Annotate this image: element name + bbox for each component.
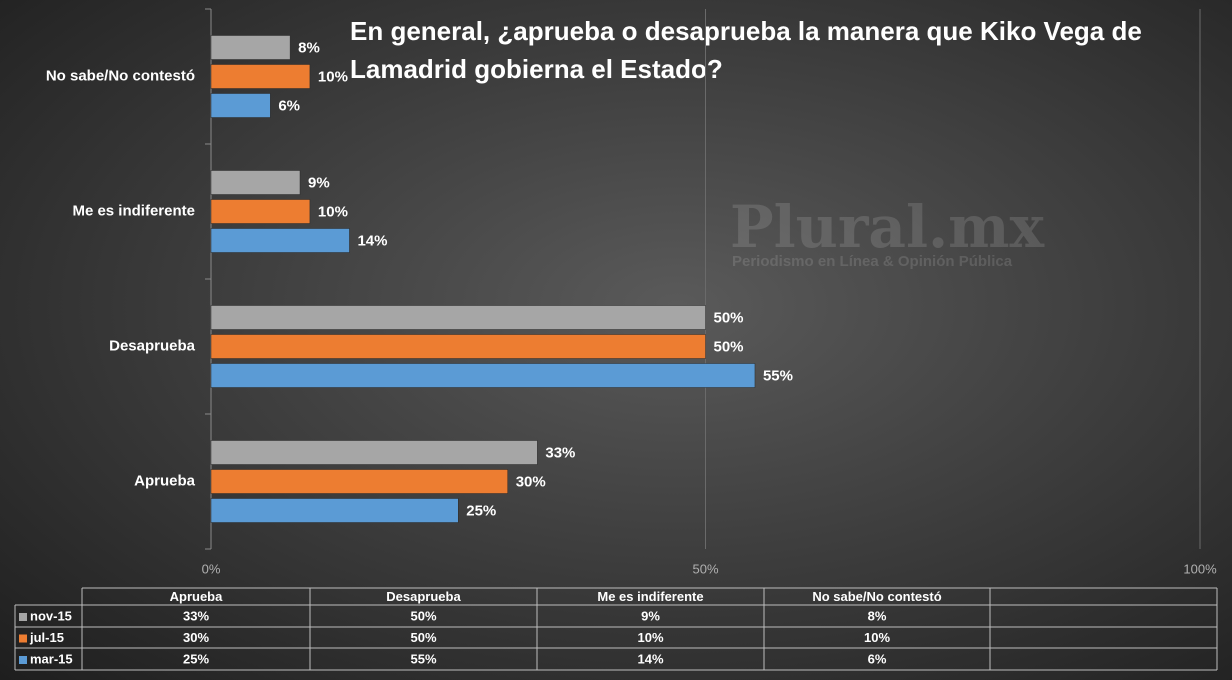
data-label: 10% — [318, 203, 348, 220]
data-label: 6% — [278, 97, 300, 114]
data-label: 8% — [298, 39, 320, 56]
y-tick-label: Me es indiferente — [72, 202, 195, 219]
data-label: 30% — [516, 473, 546, 490]
table-cell: 10% — [864, 630, 890, 645]
table-cell: 50% — [410, 608, 436, 623]
table-header: Me es indiferente — [597, 589, 703, 604]
legend-label: jul-15 — [29, 630, 64, 645]
bar — [210, 305, 706, 330]
legend-swatch — [19, 634, 27, 643]
table-cell: 8% — [868, 608, 887, 623]
legend-label: nov-15 — [30, 608, 72, 623]
table-header: Aprueba — [170, 589, 224, 604]
watermark-subtitle: Periodismo en Línea & Opinión Pública — [732, 253, 1013, 270]
data-label: 9% — [308, 174, 330, 191]
legend-label: mar-15 — [30, 651, 73, 666]
bar — [210, 469, 508, 494]
data-label: 25% — [466, 502, 496, 519]
x-tick-label: 100% — [1183, 561, 1217, 576]
bar — [210, 170, 301, 195]
table-cell: 25% — [183, 651, 209, 666]
bar — [210, 228, 350, 253]
table-cell: 30% — [183, 630, 209, 645]
x-tick-label: 0% — [202, 561, 221, 576]
table-header: Desaprueba — [386, 589, 461, 604]
table-cell: 55% — [410, 651, 436, 666]
legend-swatch — [19, 613, 27, 621]
table-header: No sabe/No contestó — [812, 589, 941, 604]
bar — [210, 35, 291, 60]
data-label: 14% — [357, 232, 387, 249]
bar — [210, 440, 538, 465]
bar — [210, 64, 311, 89]
y-tick-label: Desaprueba — [109, 337, 196, 354]
data-label: 10% — [318, 68, 348, 85]
x-tick-label: 50% — [692, 561, 718, 576]
bar — [210, 334, 706, 359]
table-cell: 10% — [637, 630, 663, 645]
data-label: 55% — [763, 367, 793, 384]
data-label: 50% — [714, 309, 744, 326]
y-tick-label: Aprueba — [134, 472, 196, 489]
legend-swatch — [19, 656, 27, 664]
bar — [210, 199, 311, 224]
bar — [210, 93, 271, 118]
table-cell: 50% — [410, 630, 436, 645]
table-cell: 6% — [868, 651, 887, 666]
table-cell: 33% — [183, 608, 209, 623]
data-label: 50% — [714, 338, 744, 355]
table-cell: 9% — [641, 608, 660, 623]
watermark-title: Plural.mx — [730, 193, 1045, 261]
table-cell: 14% — [637, 651, 663, 666]
data-label: 33% — [545, 444, 575, 461]
y-tick-label: No sabe/No contestó — [46, 67, 195, 84]
chart-title: En general, ¿aprueba o desaprueba la man… — [350, 16, 1142, 84]
bar — [210, 498, 459, 523]
bar — [210, 363, 756, 388]
